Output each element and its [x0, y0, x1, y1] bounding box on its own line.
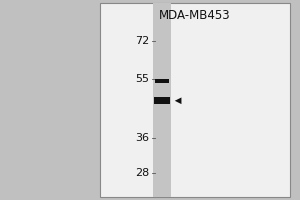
Text: MDA-MB453: MDA-MB453 — [159, 9, 231, 22]
Bar — [100, 3, 290, 197]
Text: 72: 72 — [135, 36, 149, 46]
Text: 36: 36 — [135, 133, 149, 143]
Bar — [153, 3, 171, 197]
Bar — [155, 79, 169, 83]
Bar — [0, 0, 100, 200]
Text: 28: 28 — [135, 168, 149, 178]
Bar — [154, 97, 170, 104]
Text: 55: 55 — [135, 74, 149, 84]
